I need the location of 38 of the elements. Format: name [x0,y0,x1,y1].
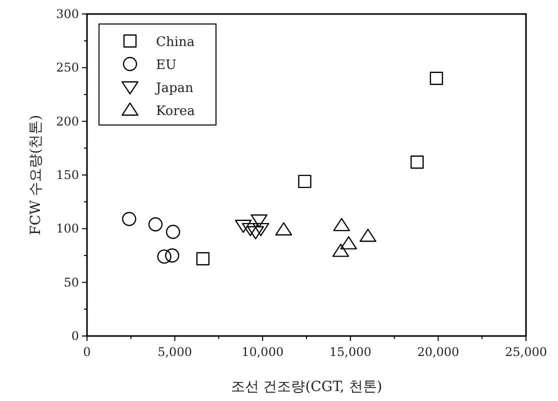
point [165,248,180,263]
point [410,156,424,169]
point [332,244,350,257]
point [250,214,268,228]
point [333,218,350,232]
point [157,249,172,264]
point [340,236,358,250]
point [196,252,210,266]
point [298,174,312,188]
point [275,222,292,236]
point [148,217,163,232]
legend-label: EU [156,58,176,73]
point [122,212,136,226]
y-tick-label: 50 [64,275,79,290]
legend-label: Korea [156,104,196,119]
point [234,220,252,233]
y-axis-title: FCW 수요량(천톤) [28,114,44,236]
y-tick-label: 0 [71,329,79,343]
x-tick-label: 0 [83,345,91,359]
point [247,226,264,240]
x-tick-label: 10,000 [242,345,284,359]
point [166,224,180,239]
x-tick-label: 20,000 [417,345,460,359]
point [252,222,270,236]
y-tick-label: 100 [56,222,79,236]
x-tick-label: 25,000 [505,345,547,359]
point [242,222,259,236]
y-tick-label: 150 [56,168,79,182]
x-tick-label: 5,000 [158,345,192,359]
x-tick-label: 15,000 [329,345,372,359]
y-tick-label: 250 [56,60,79,75]
legend-label: Japan [154,81,194,96]
point [430,72,444,85]
x-axis-title: 조선 건조량(CGT, 천톤) [230,379,382,395]
y-tick-label: 300 [56,7,79,21]
y-tick-label: 200 [56,114,79,128]
legend-label: China [156,35,195,50]
point [360,228,376,242]
